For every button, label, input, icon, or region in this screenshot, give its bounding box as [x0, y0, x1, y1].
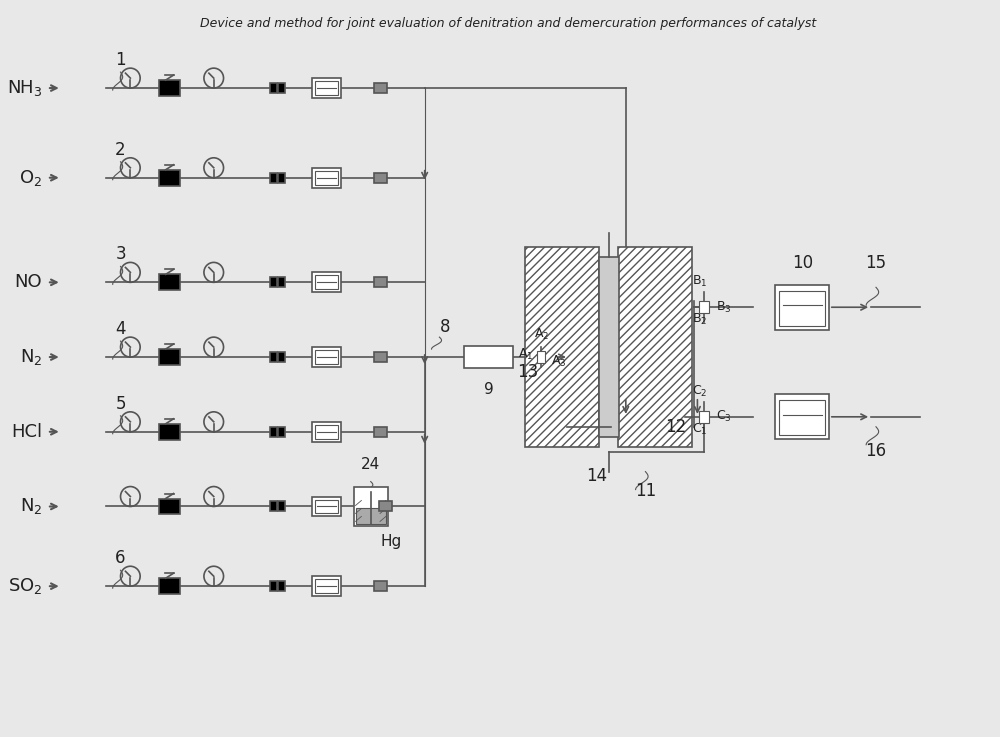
- Text: 3: 3: [115, 245, 126, 263]
- Bar: [374, 352, 387, 362]
- Text: 5: 5: [115, 395, 126, 413]
- Bar: [779, 291, 825, 326]
- Bar: [159, 170, 180, 186]
- Bar: [159, 579, 180, 594]
- Text: 9: 9: [484, 382, 493, 397]
- Text: O$_2$: O$_2$: [19, 168, 42, 188]
- Bar: [159, 80, 180, 96]
- Bar: [159, 424, 180, 440]
- Bar: [159, 274, 180, 290]
- Text: C$_3$: C$_3$: [716, 409, 732, 425]
- Bar: [315, 425, 338, 439]
- Bar: [779, 400, 825, 436]
- Bar: [315, 171, 338, 185]
- Bar: [312, 422, 341, 441]
- Bar: [374, 277, 387, 287]
- Text: N$_2$: N$_2$: [20, 347, 42, 367]
- Text: Device and method for joint evaluation of denitration and demercuration performa: Device and method for joint evaluation o…: [200, 17, 816, 29]
- Text: NO: NO: [14, 273, 42, 291]
- Text: C$_2$: C$_2$: [692, 384, 707, 399]
- Bar: [537, 351, 545, 363]
- Text: SO$_2$: SO$_2$: [8, 576, 42, 596]
- Bar: [464, 346, 513, 368]
- Text: 13: 13: [517, 363, 538, 381]
- Bar: [618, 248, 692, 447]
- Bar: [312, 497, 341, 517]
- Bar: [312, 78, 341, 98]
- Text: HCl: HCl: [11, 423, 42, 441]
- Bar: [599, 257, 619, 437]
- Text: 10: 10: [792, 254, 813, 273]
- Bar: [775, 394, 829, 439]
- Text: 14: 14: [586, 467, 607, 485]
- Bar: [315, 500, 338, 514]
- Bar: [159, 498, 180, 514]
- Text: 15: 15: [865, 254, 887, 273]
- Bar: [278, 581, 285, 591]
- Text: C$_1$: C$_1$: [692, 422, 707, 437]
- Text: A$_3$: A$_3$: [551, 354, 567, 368]
- Bar: [278, 83, 285, 93]
- Bar: [699, 411, 709, 423]
- Bar: [278, 427, 285, 437]
- Bar: [379, 501, 392, 511]
- Text: 6: 6: [115, 549, 126, 567]
- Bar: [270, 277, 277, 287]
- Bar: [374, 427, 387, 437]
- Text: N$_2$: N$_2$: [20, 497, 42, 517]
- Bar: [270, 352, 277, 362]
- Text: B$_1$: B$_1$: [692, 274, 707, 290]
- Text: Hg: Hg: [381, 534, 402, 549]
- Text: 8: 8: [439, 318, 450, 336]
- Bar: [270, 172, 277, 183]
- Bar: [278, 501, 285, 511]
- Text: 4: 4: [115, 320, 126, 338]
- Bar: [159, 349, 180, 365]
- Text: 2: 2: [115, 141, 126, 159]
- Bar: [315, 350, 338, 364]
- Text: B$_2$: B$_2$: [692, 312, 707, 327]
- Bar: [312, 273, 341, 293]
- Bar: [312, 168, 341, 188]
- Bar: [278, 172, 285, 183]
- Text: 24: 24: [361, 457, 380, 472]
- Bar: [312, 347, 341, 367]
- Bar: [356, 509, 386, 525]
- Bar: [312, 576, 341, 596]
- Bar: [315, 276, 338, 290]
- Text: B$_3$: B$_3$: [716, 300, 732, 315]
- Bar: [315, 579, 338, 593]
- Bar: [374, 172, 387, 183]
- Bar: [374, 581, 387, 591]
- Bar: [270, 83, 277, 93]
- Text: 16: 16: [865, 441, 887, 460]
- Bar: [270, 581, 277, 591]
- Text: A$_2$: A$_2$: [534, 327, 549, 342]
- Bar: [775, 284, 829, 329]
- Bar: [270, 501, 277, 511]
- Bar: [699, 301, 709, 313]
- Bar: [315, 81, 338, 95]
- Text: 1: 1: [115, 51, 126, 69]
- Text: 11: 11: [635, 481, 656, 500]
- Text: A$_1$: A$_1$: [518, 346, 534, 362]
- Bar: [525, 248, 599, 447]
- Bar: [278, 277, 285, 287]
- Text: NH$_3$: NH$_3$: [7, 78, 42, 98]
- Bar: [270, 427, 277, 437]
- Bar: [354, 486, 388, 526]
- Bar: [374, 83, 387, 93]
- Text: 12: 12: [665, 418, 686, 436]
- Bar: [278, 352, 285, 362]
